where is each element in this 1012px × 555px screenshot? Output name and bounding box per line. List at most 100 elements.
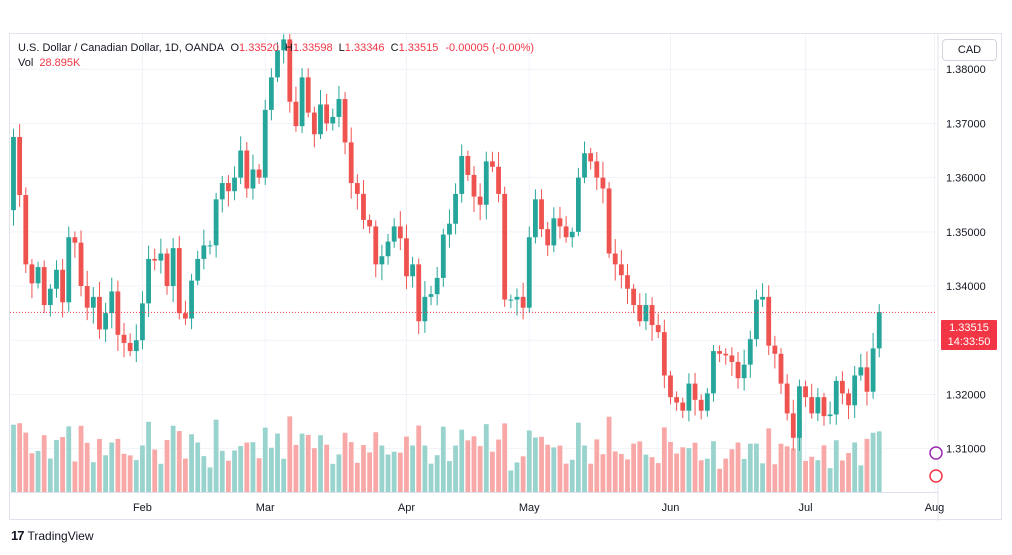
candle-down — [397, 226, 403, 239]
candle-up — [11, 136, 16, 211]
candle-down — [127, 342, 133, 352]
volume-bar — [772, 464, 778, 492]
candle-down — [557, 218, 563, 227]
candle-up — [195, 258, 201, 281]
candle-up — [827, 414, 833, 417]
volume-bar — [741, 458, 747, 492]
volume-bar — [729, 449, 735, 492]
candle-down — [496, 166, 501, 194]
candle-up — [219, 183, 225, 200]
candle-up — [453, 193, 458, 224]
volume-bar — [305, 434, 311, 492]
candle-down — [809, 397, 815, 414]
volume-bar — [397, 452, 403, 492]
candle-down — [342, 99, 348, 143]
candle-up — [109, 291, 115, 314]
volume-bar — [207, 467, 213, 492]
volume-bar — [268, 447, 274, 492]
volume-bar — [557, 445, 563, 492]
volume-bar — [434, 455, 440, 492]
candle-down — [293, 101, 299, 127]
volume-bar — [723, 458, 729, 492]
candle-down — [183, 313, 188, 319]
brand-name: TradingView — [27, 528, 94, 543]
volume-bar — [797, 420, 802, 492]
candle-down — [404, 238, 409, 277]
candle-down — [41, 267, 47, 306]
candle-down — [416, 264, 422, 322]
volume-bar — [354, 462, 360, 492]
volume-bar — [115, 438, 121, 492]
candle-down — [256, 169, 262, 178]
volume-bar — [299, 433, 305, 492]
candle-up — [533, 199, 538, 238]
candle-down — [287, 39, 293, 102]
candle-down — [625, 275, 630, 289]
last-price-value: 1.33515 — [949, 322, 989, 334]
candlestick-chart[interactable]: 1.380001.370001.360001.350001.340001.330… — [10, 34, 1003, 521]
volume-bar — [422, 445, 428, 492]
volume-bar — [735, 442, 741, 492]
volume-label: Vol — [18, 57, 34, 69]
volume-bar — [846, 453, 851, 492]
y-tick-label: 1.38000 — [946, 64, 986, 76]
currency-button[interactable]: CAD — [942, 39, 997, 61]
candle-down — [477, 196, 483, 205]
volume-bar — [250, 442, 256, 492]
volume-bar — [827, 468, 833, 492]
candle-up — [459, 155, 465, 194]
volume-bar — [674, 453, 680, 492]
volume-bar — [213, 419, 219, 492]
volume-bar — [637, 441, 643, 492]
volume-bar — [219, 450, 225, 492]
candle-up — [262, 109, 268, 178]
volume-bar — [803, 460, 808, 492]
candle-down — [84, 286, 90, 308]
volume-bar — [680, 447, 686, 492]
volume-bar — [809, 456, 815, 492]
candle-down — [354, 183, 360, 194]
volume-bar — [164, 440, 170, 492]
candle-up — [133, 340, 139, 352]
candle-up — [207, 245, 213, 247]
candle-up — [170, 248, 176, 287]
candle-down — [612, 253, 618, 265]
candle-down — [115, 291, 121, 335]
volume-bar — [545, 444, 551, 492]
volume-bar — [244, 442, 250, 492]
candle-up — [146, 258, 151, 304]
volume-bar — [84, 442, 90, 492]
volume-bar — [612, 451, 618, 492]
candle-down — [594, 161, 600, 178]
candle-up — [741, 364, 747, 379]
tradingview-brand[interactable]: 17 TradingView — [11, 528, 94, 543]
volume-bar — [361, 445, 366, 492]
volume-bar — [520, 456, 526, 492]
volume-bar — [336, 454, 342, 492]
candle-up — [336, 99, 342, 117]
chart-legend: U.S. Dollar / Canadian Dollar, 1D, OANDA… — [18, 41, 534, 56]
candle-down — [864, 367, 870, 392]
chart-pane[interactable]: 1.380001.370001.360001.350001.340001.330… — [9, 33, 1003, 521]
volume-bar — [189, 434, 194, 492]
candle-down — [121, 334, 127, 343]
volume-bar — [582, 445, 587, 492]
volume-bar — [416, 425, 422, 492]
volume-bar — [447, 461, 452, 492]
candle-down — [373, 226, 379, 265]
volume-bar — [324, 444, 330, 492]
volume-bar — [686, 448, 692, 492]
volume-bar — [78, 425, 84, 492]
dividend-marker-icon — [929, 469, 943, 483]
open-label: O — [230, 42, 240, 54]
volume-bar — [551, 447, 557, 492]
candle-down — [60, 269, 66, 303]
symbol-title[interactable]: U.S. Dollar / Canadian Dollar, 1D, OANDA — [18, 42, 224, 54]
volume-bar — [287, 416, 293, 492]
candle-down — [631, 288, 637, 306]
volume-bar — [428, 463, 434, 492]
x-tick-label: Mar — [256, 502, 275, 514]
volume-bar — [140, 445, 145, 492]
volume-bar — [385, 454, 391, 492]
candle-down — [152, 258, 158, 261]
